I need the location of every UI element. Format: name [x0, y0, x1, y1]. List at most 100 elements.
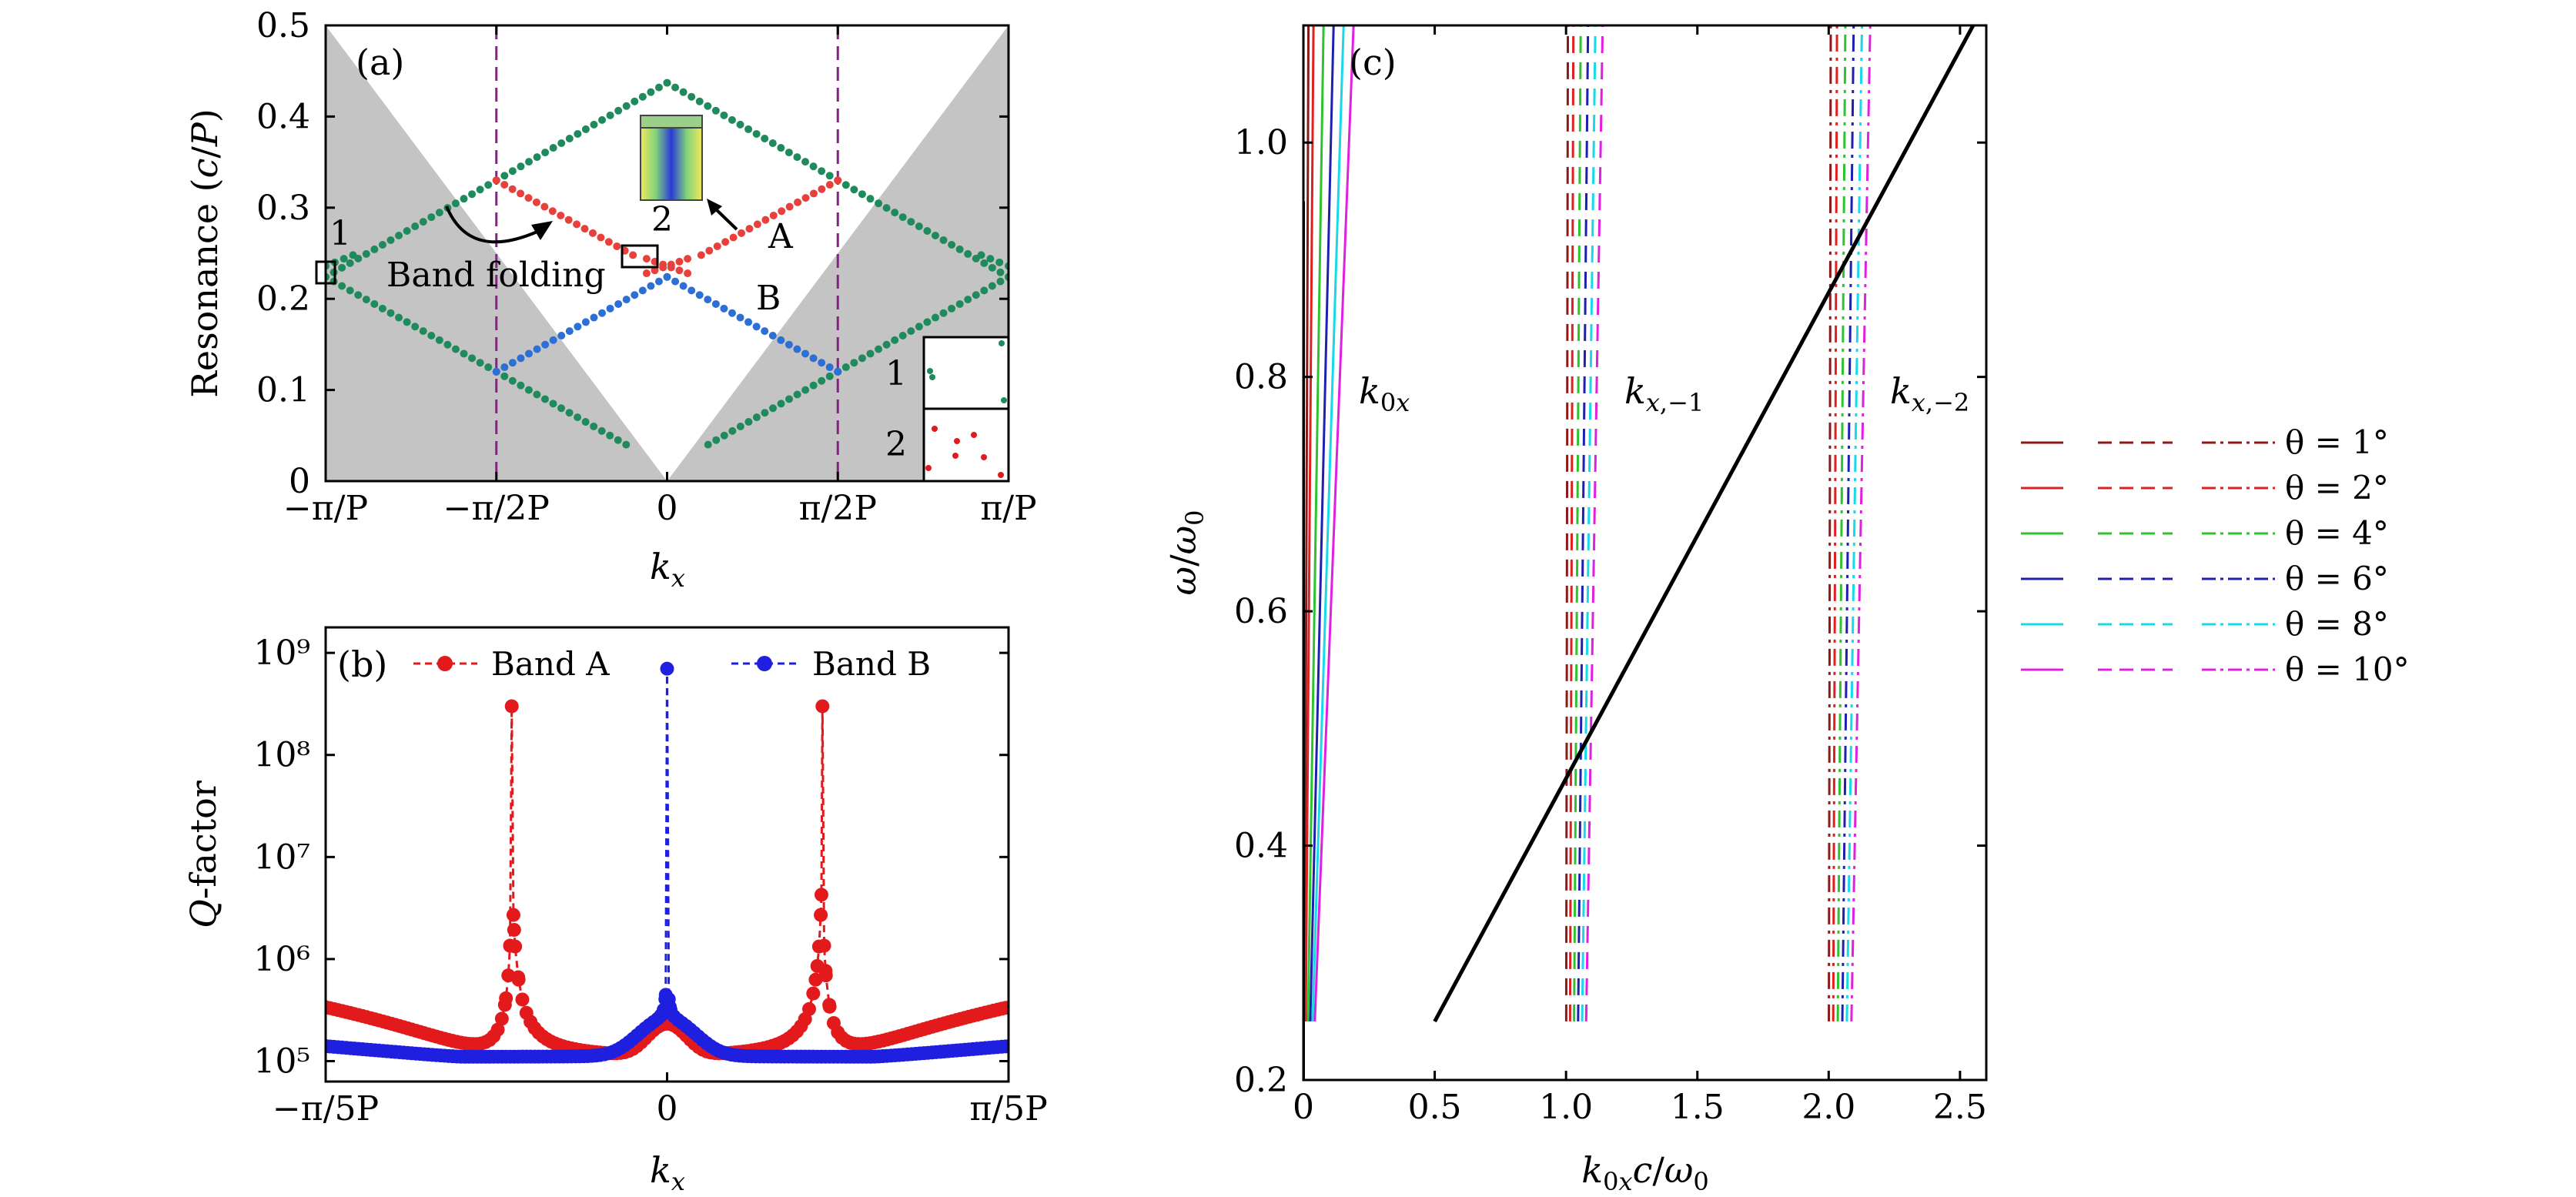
y-tick-label: 0.8	[1234, 358, 1288, 397]
band-dot	[728, 115, 736, 124]
x-tick-label: 1.5	[1671, 1088, 1725, 1127]
band-dot	[785, 340, 793, 349]
band-dot	[647, 282, 655, 290]
band-dot	[695, 97, 704, 105]
band-dot	[675, 257, 684, 266]
branch-label-k0x: k0x	[1359, 370, 1410, 417]
q-point	[499, 991, 514, 1005]
band-dot	[834, 367, 842, 376]
dot-inset: 1 2	[885, 336, 1010, 483]
x-axis-label-c: k0xc/ω0	[1581, 1149, 1708, 1196]
q-point	[511, 972, 526, 987]
band-dot	[370, 299, 379, 308]
band-dot	[825, 180, 834, 189]
band-dot	[460, 195, 468, 203]
y-tick-label: 0.4	[256, 97, 310, 136]
kx-1-line	[1568, 25, 1575, 1021]
band-dot	[825, 172, 834, 180]
k0x-line	[1306, 25, 1325, 1021]
band-dot	[801, 386, 810, 394]
band-dot	[549, 336, 557, 344]
band-dot	[809, 189, 818, 198]
band-dot	[866, 349, 875, 358]
band-dot	[964, 249, 972, 258]
band-dot	[687, 286, 696, 295]
light-line	[1433, 25, 1975, 1023]
band-dot	[532, 198, 540, 206]
band-dot	[712, 436, 721, 444]
band-dot	[362, 249, 370, 258]
y-tick-label: 0	[289, 462, 310, 501]
band-dot	[729, 233, 738, 242]
k0x-line	[1309, 25, 1335, 1021]
band-dot	[500, 372, 509, 380]
band-dot	[629, 251, 637, 259]
band-dot	[565, 409, 574, 417]
band-dot	[721, 238, 730, 246]
axis-ticks: −π/5P 0 π/5P 10⁵ 10⁶ 10⁷ 10⁸ 10⁹	[253, 634, 1047, 1128]
band-dot	[370, 245, 379, 253]
band-dot	[427, 213, 436, 222]
band-dot	[419, 218, 427, 226]
band-dot	[508, 359, 517, 367]
band-dot	[508, 185, 517, 193]
legend-b: Band A Band B	[413, 645, 931, 683]
panel-label-c: (c)	[1349, 42, 1397, 83]
band-dot	[484, 181, 493, 189]
plot-frame	[1302, 24, 1988, 1082]
inset-dot	[981, 454, 987, 460]
band-dot	[460, 349, 468, 358]
marker-2-label: 2	[651, 200, 673, 239]
inset-dot	[971, 432, 977, 438]
band-dot	[704, 440, 712, 449]
kx-2-line	[1832, 25, 1838, 1021]
band-dot	[667, 263, 675, 272]
band-dot	[684, 255, 692, 263]
band-a-label: A	[768, 217, 794, 256]
band-dot	[631, 97, 639, 105]
band-dot	[801, 349, 810, 358]
legend-label-band-b: Band B	[812, 645, 931, 683]
band-dot	[753, 220, 761, 229]
band-dot	[948, 304, 956, 313]
band-dot	[818, 359, 826, 367]
band-dot	[705, 246, 714, 255]
band-dot	[524, 349, 533, 358]
band-dot	[850, 186, 858, 194]
band-dot	[972, 291, 980, 299]
band-dot	[533, 345, 541, 353]
band-dot	[882, 204, 891, 212]
band-dot	[955, 245, 964, 253]
q-point	[504, 699, 519, 714]
band-dot	[761, 327, 769, 336]
band-folding-label: Band folding	[386, 256, 606, 295]
band-dot	[508, 376, 517, 385]
band-dot	[642, 255, 651, 263]
band-dot	[720, 304, 728, 313]
band-dot	[809, 162, 818, 171]
axis-ticks: −π/P −π/2P 0 π/2P π/P 0 0.1 0.2 0.3 0.4 0.5	[256, 6, 1037, 528]
band-dot	[654, 277, 663, 286]
x-axis-label-a: kx	[650, 546, 685, 593]
x-tick-label: 0.5	[1408, 1088, 1462, 1127]
band-dot	[825, 363, 834, 372]
y-tick-label: 10⁸	[253, 736, 310, 775]
inset-arrow	[713, 206, 738, 231]
band-dot	[907, 218, 915, 226]
kx-2-line	[1845, 25, 1864, 1021]
y-axis-label-c: ω/ω0	[1163, 510, 1209, 596]
x-axis-label-b: kx	[650, 1149, 685, 1196]
panel-label-b: (b)	[337, 644, 387, 685]
band-dot	[768, 139, 777, 148]
band-dot	[614, 436, 622, 444]
band-dot	[745, 225, 754, 233]
inset-dot	[999, 340, 1005, 346]
band-dot	[590, 313, 598, 322]
band-dot	[631, 291, 639, 299]
band-dot	[777, 400, 785, 408]
band-dot	[614, 106, 623, 115]
band-dot	[468, 190, 477, 199]
band-dot	[891, 209, 899, 217]
y-tick-label: 0.2	[1234, 1061, 1288, 1100]
band-dot	[622, 440, 631, 449]
